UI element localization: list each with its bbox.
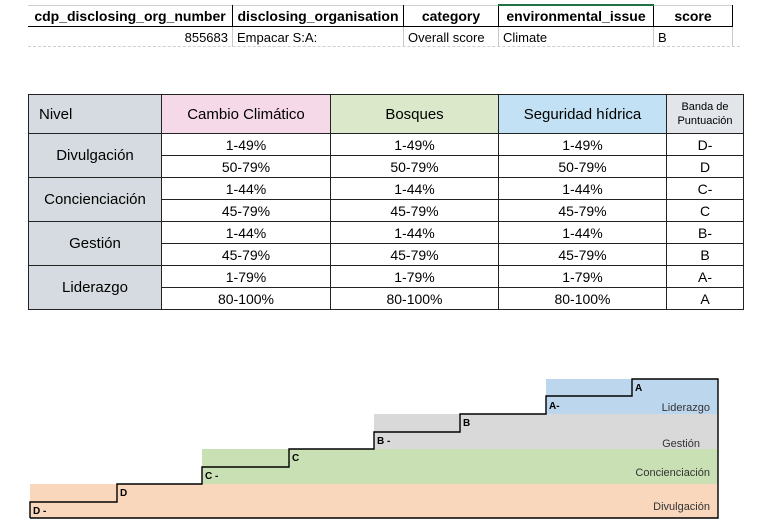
scoring-row: Gestión 1-44% 1-44% 1-44% B- [28,221,744,266]
range-cell: 50-79% [161,155,331,178]
cell-category[interactable]: Overall score [403,26,499,47]
scoring-header-row: Nivel Cambio Climático Bosques Seguridad… [28,94,744,134]
level-liderazgo: Liderazgo [28,265,162,310]
range-cell: 45-79% [161,243,331,266]
scoring-staircase-diagram: D - D C - C B - B A- A Divulgación Conci… [29,378,719,519]
range-cell: 1-44% [330,177,499,200]
scoring-row: Concienciación 1-44% 1-44% 1-44% C- [28,177,744,222]
range-cell: 50-79% [498,155,667,178]
level-gestion: Gestión [28,221,162,266]
scoring-row: Liderazgo 1-79% 1-79% 1-79% A- [28,265,744,310]
step-label-d: D [120,488,127,499]
header-environmental-issue[interactable]: environmental_issue [498,4,654,27]
band-cell: C [666,199,744,222]
step-label-b-minus: B - [377,436,390,447]
sheet-grid-line [28,46,740,48]
stair-level-gestion: Gestión [662,438,700,450]
band-cell: A [666,287,744,310]
range-cell: 1-79% [498,265,667,288]
scoring-row: 80-100% 80-100% 80-100% A [29,287,744,310]
band-cell: D- [666,133,744,156]
step-label-c: C [292,453,299,464]
stair-level-divulgacion: Divulgación [653,501,710,513]
range-cell: 45-79% [161,199,331,222]
header-disclosing-organisation[interactable]: disclosing_organisation [232,4,404,27]
header-bosques: Bosques [330,94,499,134]
cdp-scoring-table: Nivel Cambio Climático Bosques Seguridad… [28,94,744,310]
range-cell: 1-49% [161,133,331,156]
range-cell: 1-44% [161,221,331,244]
step-label-b: B [463,418,470,429]
level-concienciacion: Concienciación [28,177,162,222]
header-cambio-climatico: Cambio Climático [161,94,331,134]
range-cell: 80-100% [498,287,667,310]
range-cell: 45-79% [330,199,499,222]
band-cell: A- [666,265,744,288]
range-cell: 1-49% [330,133,499,156]
header-score[interactable]: score [653,4,733,27]
stair-level-liderazgo: Liderazgo [662,402,710,414]
header-cdp-disclosing-org-number[interactable]: cdp_disclosing_org_number [28,4,233,27]
header-banda-puntuacion: Banda de Puntuación [666,94,744,134]
range-cell: 45-79% [498,199,667,222]
step-label-a: A [635,383,642,394]
range-cell: 1-79% [330,265,499,288]
cell-org-number[interactable]: 855683 [28,26,233,47]
range-cell: 1-79% [161,265,331,288]
step-label-d-minus: D - [33,506,46,517]
step-label-c-minus: C - [205,471,218,482]
cell-environmental-issue[interactable]: Climate [498,26,654,47]
level-divulgacion: Divulgación [28,133,162,178]
stair-level-concienciacion: Concienciación [635,467,710,479]
band-cell: D [666,155,744,178]
band-divulgacion [30,484,718,518]
step-label-a-minus: A- [549,401,560,412]
cdp-data-sheet: cdp_disclosing_org_number disclosing_org… [28,4,733,47]
cell-organisation[interactable]: Empacar S:A: [232,26,404,47]
range-cell: 45-79% [498,243,667,266]
band-cell: C- [666,177,744,200]
range-cell: 80-100% [330,287,499,310]
sheet-header-row: cdp_disclosing_org_number disclosing_org… [28,4,733,27]
band-cell: B [666,243,744,266]
header-nivel: Nivel [28,94,162,134]
scoring-row: Divulgación 1-49% 1-49% 1-49% D- [28,133,744,178]
staircase-outline [29,378,719,519]
cell-score[interactable]: B [653,26,733,47]
range-cell: 1-44% [330,221,499,244]
range-cell: 1-44% [498,221,667,244]
range-cell: 80-100% [161,287,331,310]
range-cell: 50-79% [330,155,499,178]
header-category[interactable]: category [403,4,499,27]
header-seguridad-hidrica: Seguridad hídrica [498,94,667,134]
range-cell: 1-49% [498,133,667,156]
sheet-data-row: 855683 Empacar S:A: Overall score Climat… [28,26,733,47]
range-cell: 1-44% [498,177,667,200]
band-cell: B- [666,221,744,244]
range-cell: 1-44% [161,177,331,200]
range-cell: 45-79% [330,243,499,266]
